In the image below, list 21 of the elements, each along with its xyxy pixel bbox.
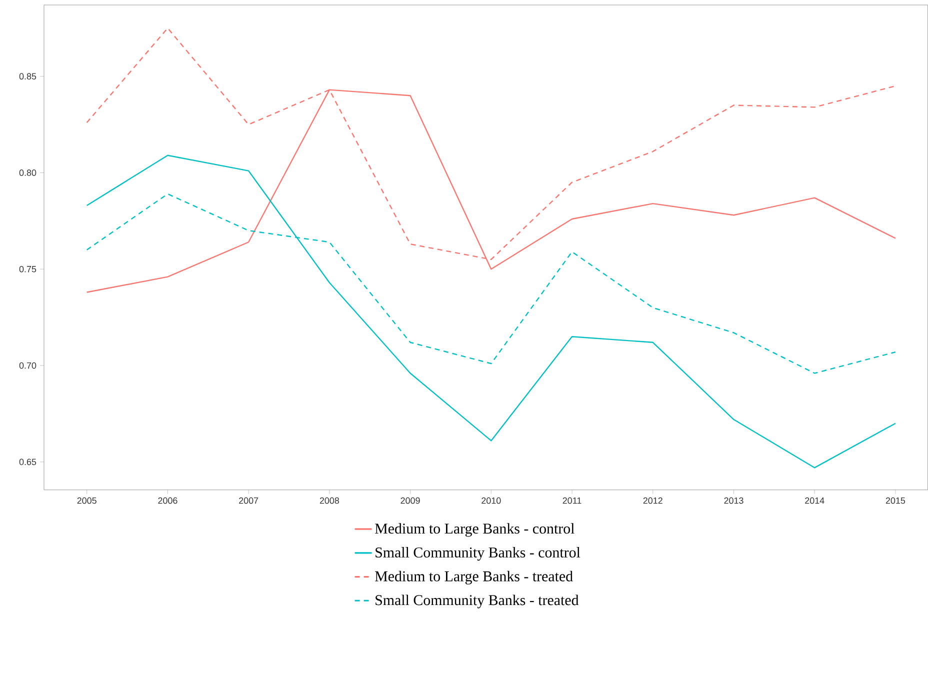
y-tick-label: 0.85 bbox=[19, 73, 36, 80]
x-tick-label: 2005 bbox=[77, 497, 96, 504]
x-tick-label: 2008 bbox=[320, 497, 340, 504]
x-tick-label: 2007 bbox=[239, 497, 258, 504]
y-tick-label: 0.70 bbox=[19, 362, 36, 369]
legend-label: Small Community Banks - treated bbox=[376, 594, 579, 608]
x-tick-label: 2011 bbox=[562, 497, 582, 504]
legend-label: Medium to Large Banks - treated bbox=[375, 570, 573, 585]
x-tick-label: 2012 bbox=[643, 497, 662, 504]
x-tick-label: 2009 bbox=[400, 497, 420, 504]
x-tick-label: 2013 bbox=[724, 497, 744, 504]
legend-label: Small Community Banks - control bbox=[376, 547, 580, 561]
legend-label: Medium to Large Banks - control bbox=[375, 523, 574, 537]
y-tick-label: 0.80 bbox=[19, 170, 36, 176]
y-tick-label: 0.65 bbox=[19, 458, 36, 466]
line-series bbox=[86, 154, 896, 468]
x-tick-label: 2010 bbox=[482, 497, 501, 504]
x-tick-label: 2015 bbox=[886, 497, 906, 504]
x-tick-label: 2006 bbox=[158, 497, 178, 504]
y-tick-label: 0.75 bbox=[19, 266, 36, 272]
x-tick-label: 2014 bbox=[805, 497, 824, 504]
